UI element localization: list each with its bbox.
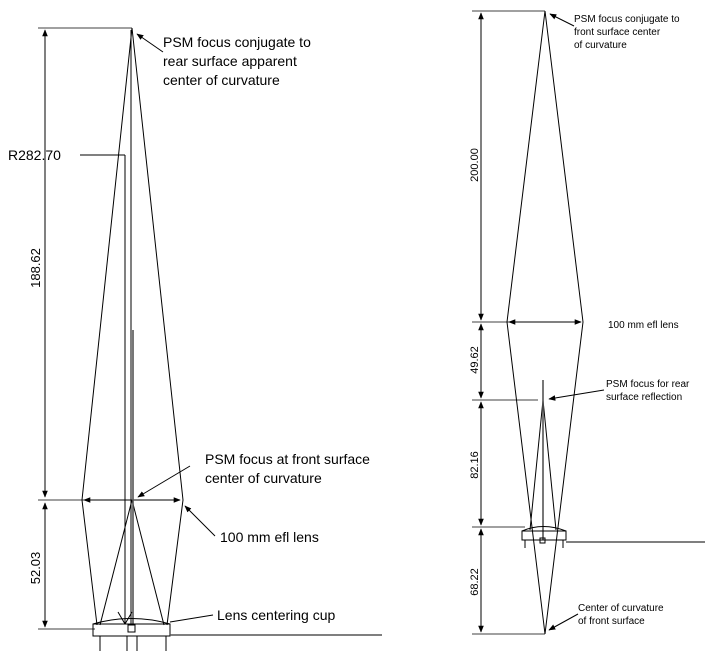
r-cup-center: [539, 537, 546, 544]
r-inner-left: [529, 399, 544, 531]
centering-cup: [92, 623, 171, 637]
radius-arrow-l: [117, 611, 126, 625]
r-bottom-label: Center of curvature of front surface: [578, 603, 666, 627]
left-cone-right: [131, 27, 184, 626]
r-dim-label-82: 82.16: [469, 451, 481, 479]
r-diamond: [506, 10, 584, 635]
r-bottom-leader: [548, 613, 579, 631]
left-lens-label: 100 mm efl lens: [220, 529, 319, 545]
r-lens-label: 100 mm efl lens: [608, 320, 679, 331]
r-dim-label-200: 200.00: [469, 148, 481, 182]
radius-arrow-r: [124, 611, 133, 625]
r-rear-label: PSM focus for rear surface reflection: [606, 379, 692, 403]
r-inner-right: [542, 399, 557, 531]
lens-surface: [92, 618, 171, 625]
left-cone-left: [81, 27, 133, 626]
cup-label: Lens centering cup: [217, 607, 336, 623]
r-top-label: PSM focus conjugate to front surface cen…: [574, 14, 682, 51]
r-rear-leader: [548, 389, 605, 401]
radius-label: R282.70: [8, 147, 61, 163]
r-dim-label-68: 68.22: [469, 568, 481, 596]
r-centering-cup: [521, 530, 567, 541]
lens-leader: [184, 505, 216, 537]
cup-leader: [169, 614, 214, 623]
r-dim-label-49: 49.62: [469, 346, 481, 374]
r-lens-surface: [521, 526, 567, 532]
r-top-leader: [549, 13, 575, 27]
front-focus-label: PSM focus at front surface center of cur…: [205, 451, 374, 486]
front-focus-leader: [137, 465, 191, 498]
top-focus-label: PSM focus conjugate to rear surface appa…: [163, 34, 315, 88]
dim-label-188: 188.62: [28, 248, 43, 288]
top-focus-leader: [136, 33, 164, 53]
dim-label-52: 52.03: [28, 552, 43, 585]
left-diagram: 188.62 52.03 R282.70: [8, 27, 382, 651]
cup-center-mark: [127, 624, 136, 633]
inner-cone-left: [99, 499, 133, 626]
right-diagram: 200.00 49.62 82.16 68.22 PSM focus conju…: [469, 10, 705, 635]
inner-cone-right: [131, 499, 165, 626]
